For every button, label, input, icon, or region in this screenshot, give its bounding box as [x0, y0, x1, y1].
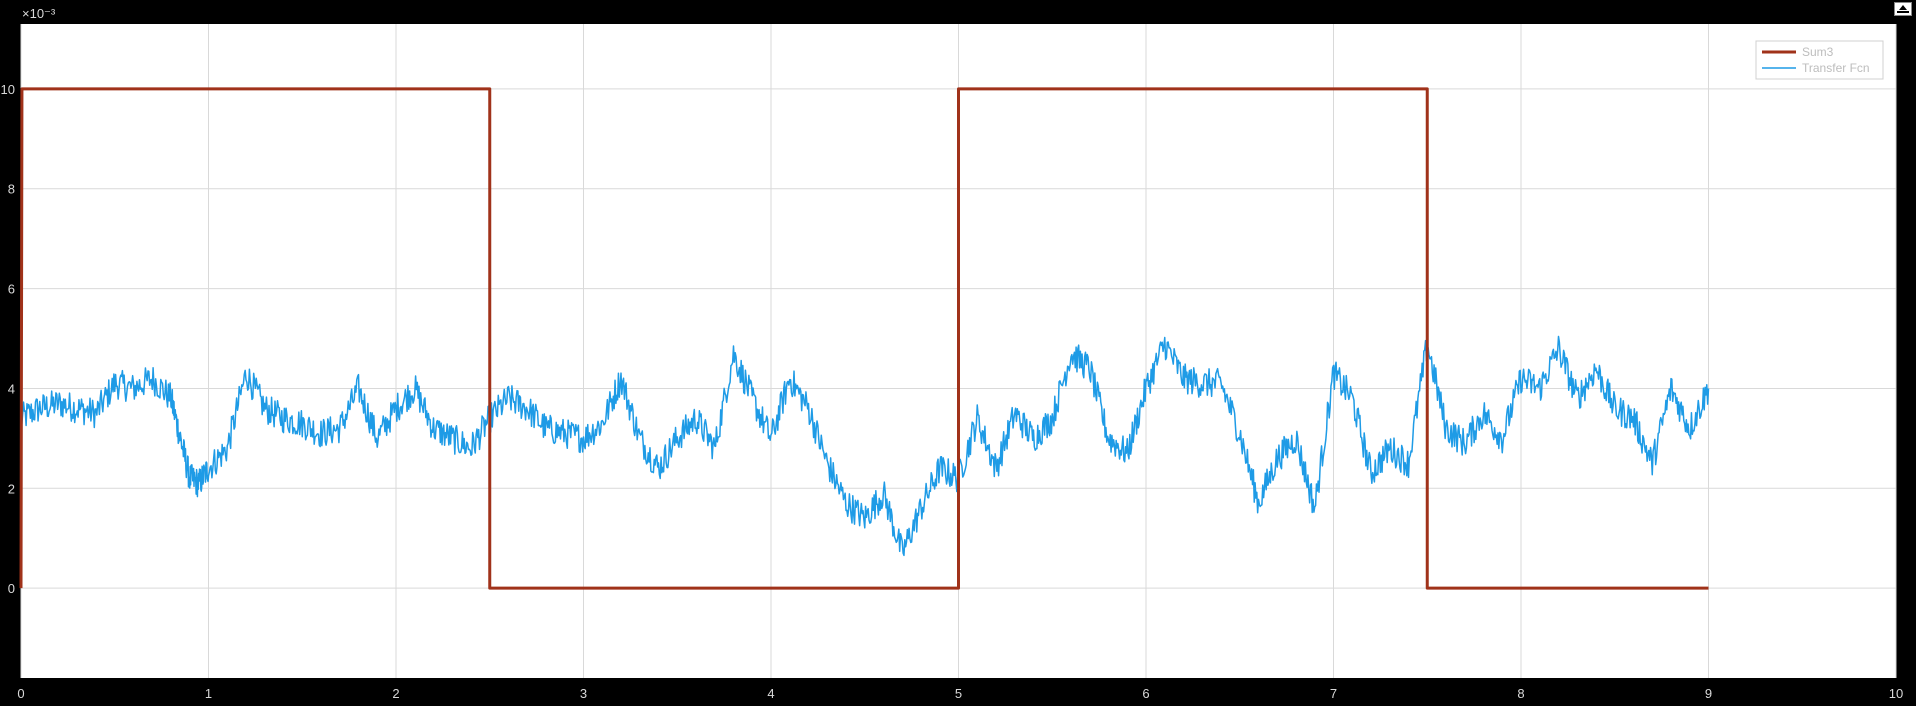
x-tick-label: 6 — [1142, 686, 1149, 701]
series-line-sum3 — [19, 87, 1709, 590]
tick-labels: 0 1 2 3 4 5 6 7 8 9 10 0 2 4 6 8 10 — [1, 82, 1904, 701]
x-tick-label: 5 — [955, 686, 962, 701]
x-tick-label: 4 — [767, 686, 774, 701]
series-line-transfer-fcn — [20, 335, 1710, 557]
x-tick-label: 10 — [1889, 686, 1903, 701]
y-tick-label: 8 — [8, 182, 15, 197]
undock-button[interactable] — [1894, 2, 1912, 16]
x-tick-label: 9 — [1705, 686, 1712, 701]
x-tick-label: 3 — [580, 686, 587, 701]
x-tick-label: 1 — [205, 686, 212, 701]
y-tick-label: 6 — [8, 282, 15, 297]
legend-label: Sum3 — [1802, 45, 1834, 59]
x-tick-label: 8 — [1517, 686, 1524, 701]
y-tick-label: 10 — [1, 82, 15, 97]
legend[interactable]: Sum3 Transfer Fcn — [1755, 40, 1884, 80]
legend-label: Transfer Fcn — [1802, 61, 1870, 75]
plot-lines — [19, 87, 1710, 590]
y-tick-label: 4 — [8, 381, 15, 396]
y-tick-label: 0 — [8, 581, 15, 596]
x-tick-label: 0 — [17, 686, 24, 701]
undock-arrow-icon — [1897, 5, 1909, 13]
x-tick-label: 7 — [1330, 686, 1337, 701]
x-tick-label: 2 — [392, 686, 399, 701]
y-tick-label: 2 — [8, 481, 15, 496]
legend-box — [1755, 40, 1884, 80]
y-exponent-label: ×10⁻³ — [22, 6, 56, 21]
